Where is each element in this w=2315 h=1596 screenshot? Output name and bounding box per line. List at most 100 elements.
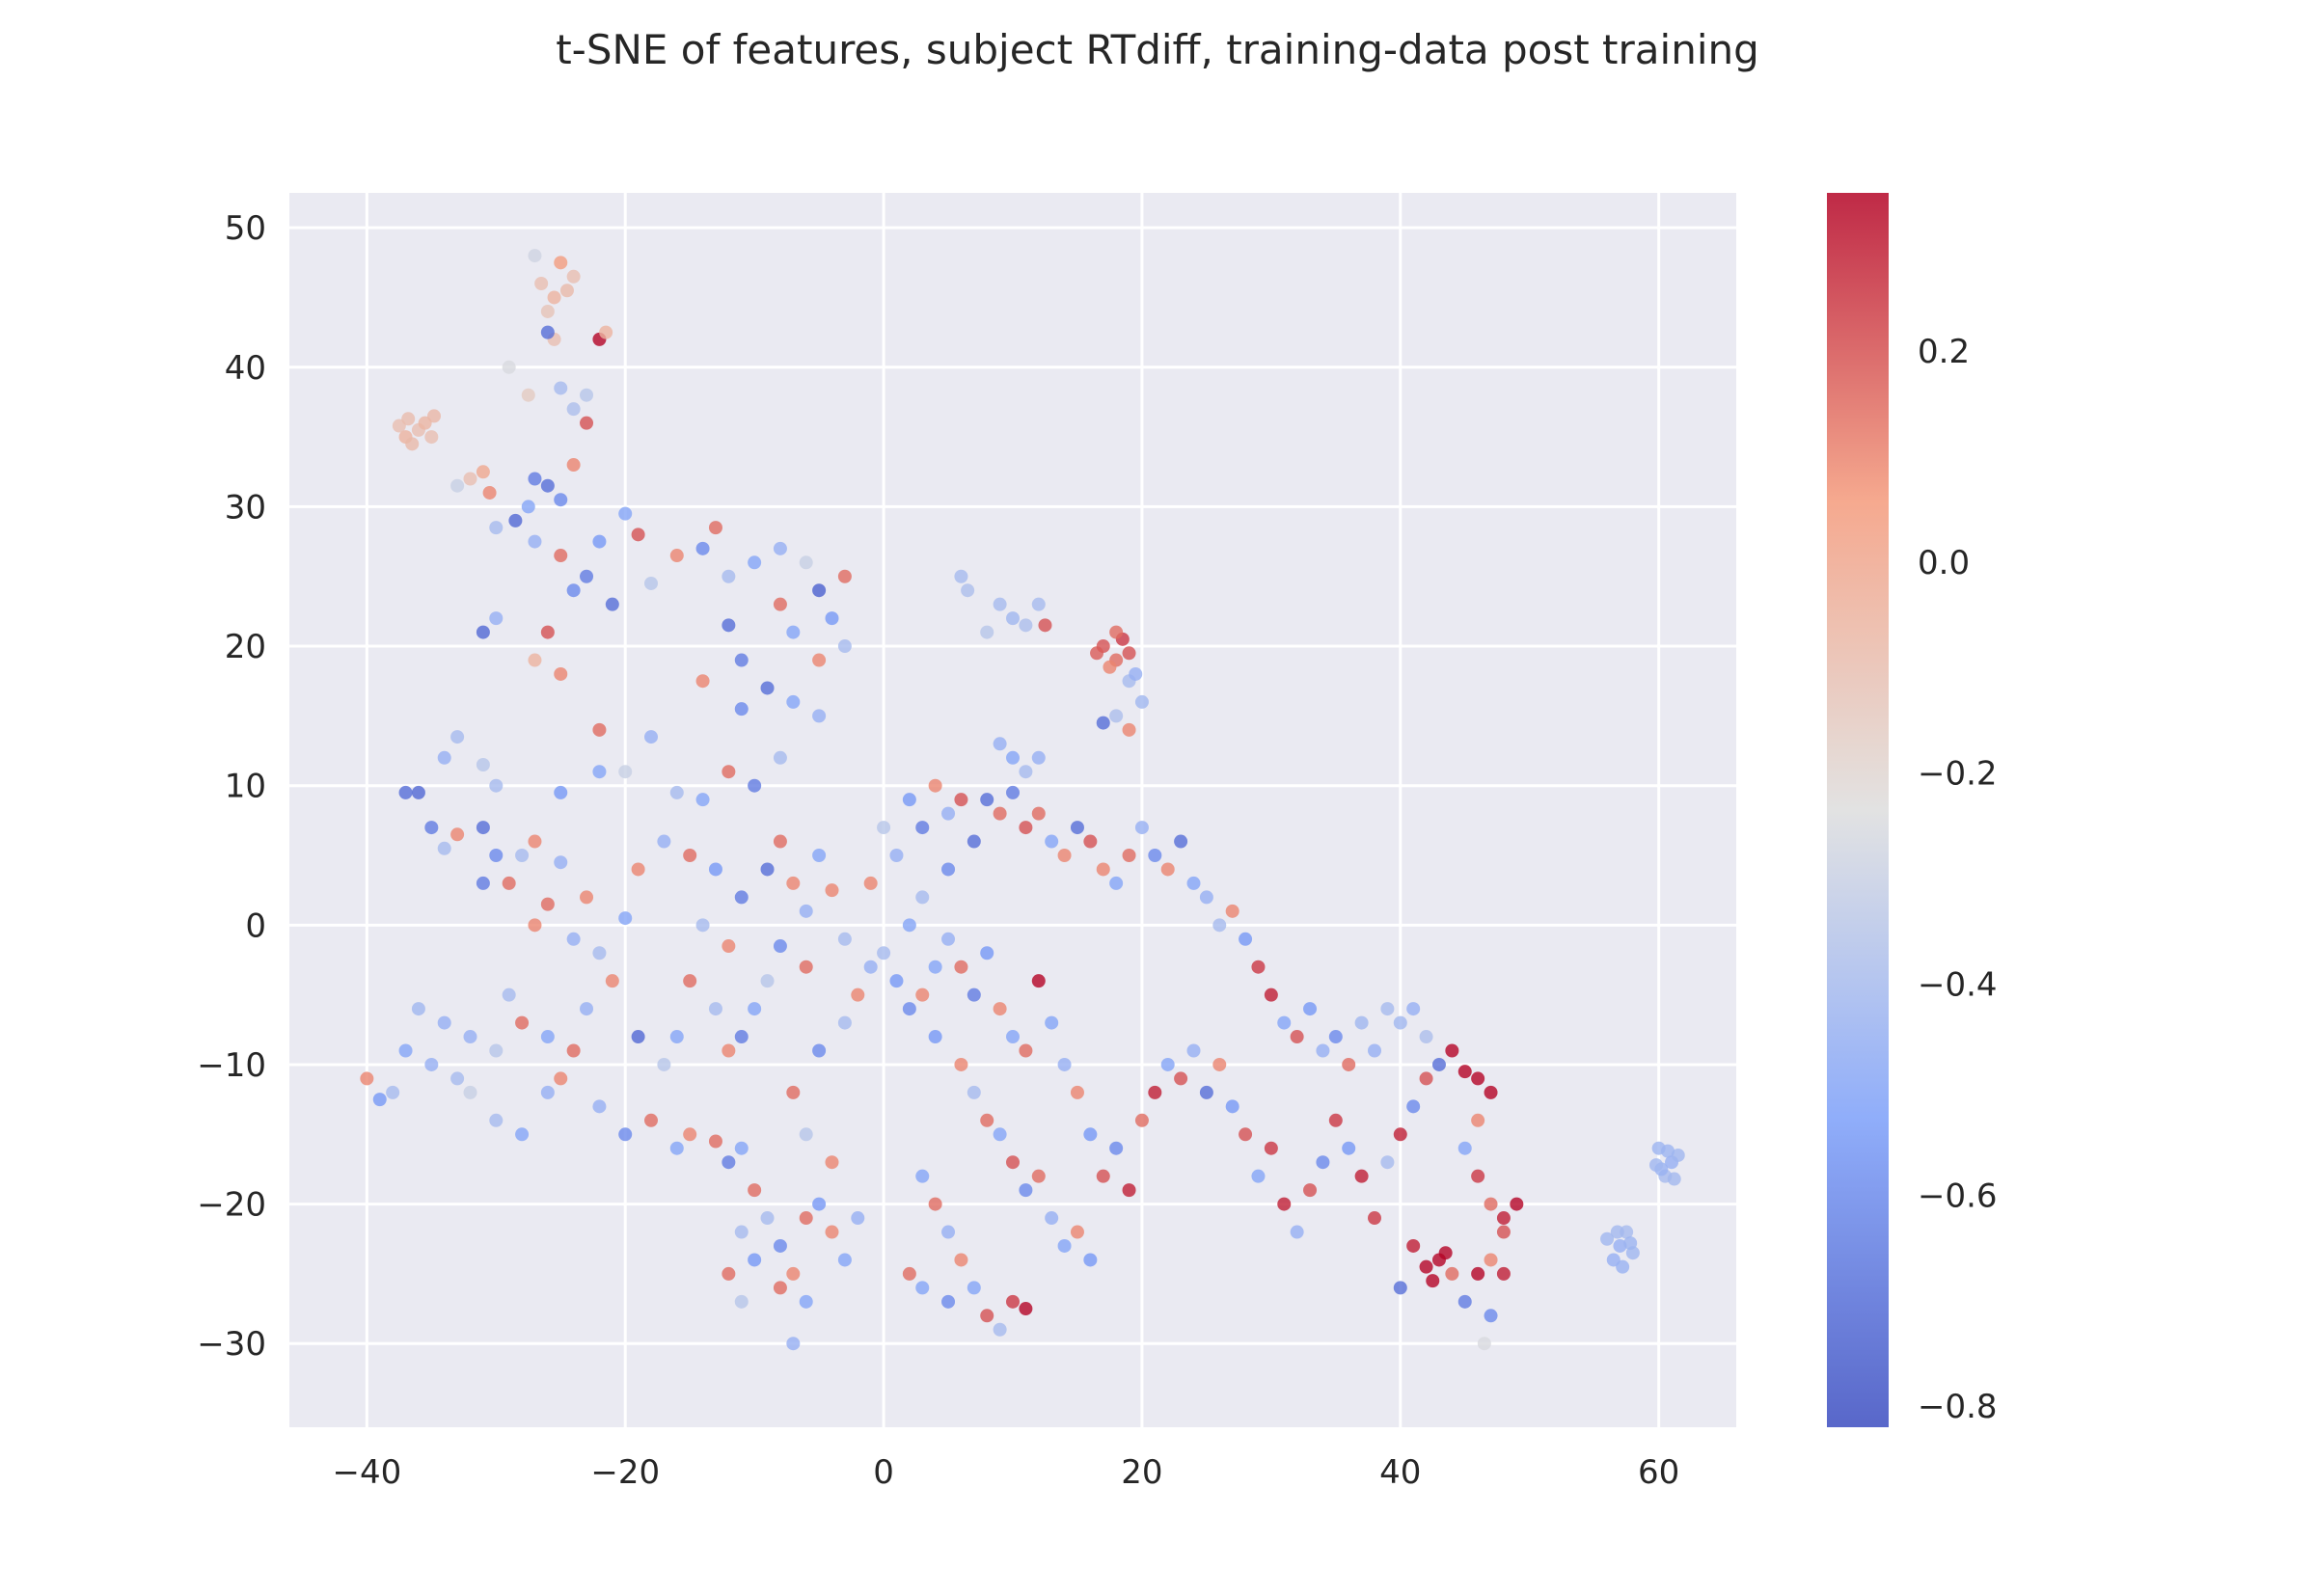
data-point [427, 409, 441, 423]
data-point [722, 1043, 736, 1058]
data-point [799, 555, 813, 570]
data-point [398, 1043, 413, 1058]
data-point [592, 1099, 607, 1114]
data-point [1438, 1246, 1453, 1260]
data-point [980, 1113, 994, 1127]
data-point [928, 960, 942, 974]
data-point [521, 388, 535, 402]
data-point [799, 960, 813, 974]
data-point [748, 1183, 762, 1198]
data-point [812, 1197, 827, 1211]
data-point [786, 1337, 801, 1351]
data-point [773, 939, 787, 954]
data-point [502, 360, 516, 374]
data-point [837, 569, 852, 583]
data-point [580, 890, 594, 905]
data-point [1419, 1030, 1433, 1044]
data-point [566, 583, 581, 598]
data-point [799, 1294, 813, 1309]
data-point [580, 569, 594, 583]
data-point [1174, 834, 1188, 849]
data-point [734, 1030, 749, 1044]
data-point [1134, 821, 1149, 835]
data-point [773, 1238, 787, 1253]
chart-title: t-SNE of features, subject RTdiff, train… [556, 26, 1759, 73]
data-point [786, 1085, 801, 1099]
data-point [1031, 1169, 1046, 1183]
data-point [1199, 1085, 1213, 1099]
data-point [1342, 1141, 1356, 1155]
data-point [799, 904, 813, 918]
data-point [566, 1043, 581, 1058]
data-point [528, 918, 542, 933]
data-point [863, 876, 878, 890]
data-point [540, 897, 555, 911]
data-point [1277, 1015, 1292, 1030]
data-point [773, 597, 787, 611]
x-tick-label: 20 [1121, 1453, 1162, 1492]
data-point [1070, 1225, 1084, 1239]
data-point [528, 834, 542, 849]
data-point [928, 1197, 942, 1211]
data-point [941, 1294, 956, 1309]
colorbar [1827, 193, 1889, 1427]
data-point [1199, 890, 1213, 905]
data-point [722, 939, 736, 954]
data-point [1380, 1155, 1395, 1170]
data-point [1045, 1015, 1059, 1030]
data-point [489, 849, 504, 863]
data-point [812, 653, 827, 667]
data-point [1031, 750, 1046, 765]
data-point [1600, 1231, 1615, 1246]
data-point [695, 793, 710, 807]
data-point [1031, 974, 1046, 988]
data-point [902, 1002, 916, 1016]
data-point [1303, 1183, 1318, 1198]
data-point [508, 513, 523, 527]
data-point [837, 1015, 852, 1030]
data-point [405, 437, 420, 451]
data-point [424, 1057, 439, 1071]
data-point [605, 974, 619, 988]
data-point [489, 1043, 504, 1058]
data-point [786, 1266, 801, 1281]
data-point [580, 1002, 594, 1016]
data-point [1510, 1197, 1524, 1211]
data-point [1484, 1197, 1498, 1211]
data-point [786, 694, 801, 709]
data-point [722, 618, 736, 633]
data-point [954, 960, 968, 974]
data-point [1277, 1197, 1292, 1211]
data-point [1006, 785, 1020, 799]
data-point [954, 793, 968, 807]
y-tick-label: −10 [197, 1046, 266, 1085]
data-point [559, 284, 574, 298]
data-point [1342, 1057, 1356, 1071]
data-point [1031, 597, 1046, 611]
data-point [1103, 660, 1117, 674]
data-point [928, 778, 942, 793]
data-point [476, 821, 490, 835]
data-point [1006, 611, 1020, 626]
data-point [1380, 1002, 1395, 1016]
data-point [360, 1071, 374, 1086]
x-tick-label: −20 [590, 1453, 660, 1492]
data-point [915, 1169, 930, 1183]
data-point [463, 1085, 477, 1099]
data-point [669, 549, 684, 563]
data-point [528, 534, 542, 549]
data-point [424, 821, 439, 835]
data-point [877, 946, 891, 960]
data-point [1090, 646, 1104, 661]
data-point [554, 549, 568, 563]
data-point [1477, 1337, 1491, 1351]
data-point [1328, 1113, 1343, 1127]
data-point [941, 806, 956, 821]
data-point [1109, 1141, 1124, 1155]
data-point [825, 883, 839, 898]
data-point [1623, 1236, 1638, 1251]
data-point [1457, 1141, 1472, 1155]
data-point [1019, 618, 1033, 633]
data-point [528, 472, 542, 486]
